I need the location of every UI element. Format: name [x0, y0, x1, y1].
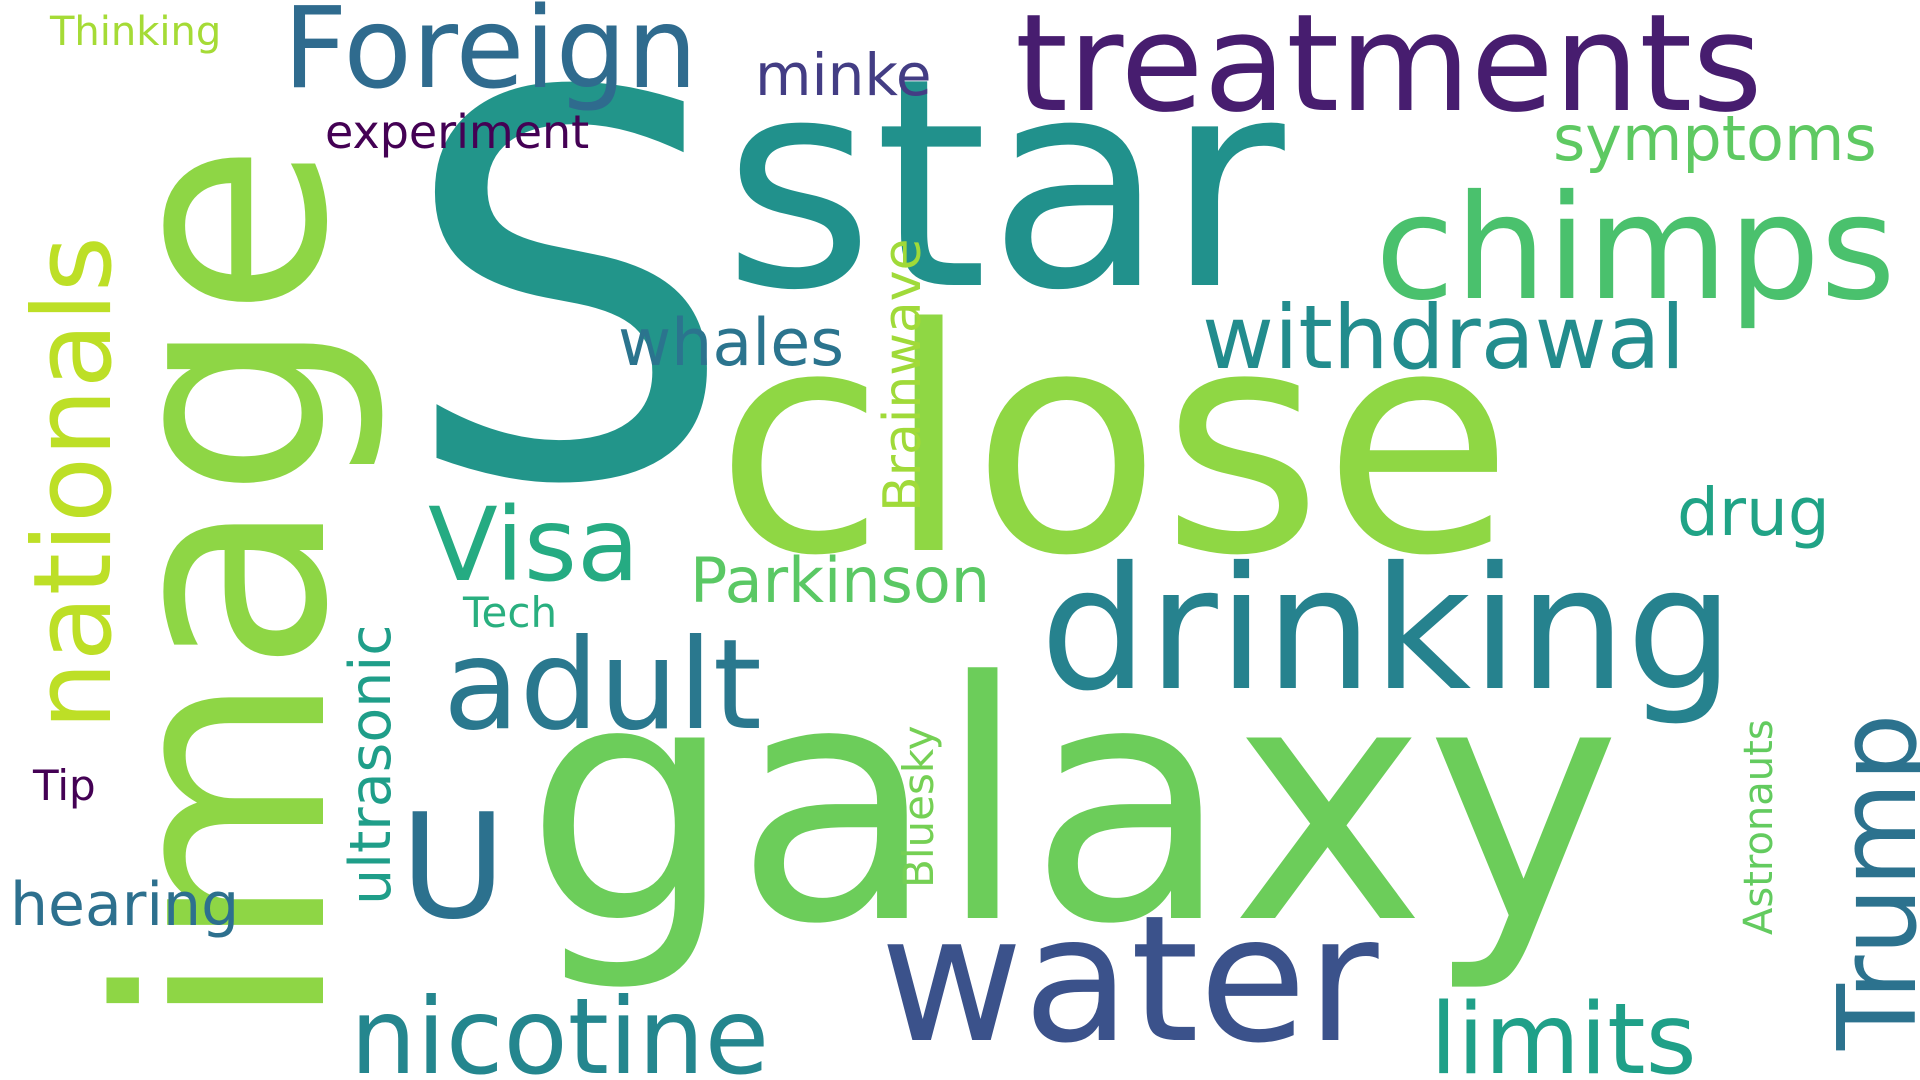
- word-chimps: chimps: [1375, 164, 1896, 333]
- word-drug: drug: [1677, 474, 1830, 551]
- word-Foreign: Foreign: [283, 0, 698, 114]
- word-Brainwave: Brainwave: [873, 239, 933, 512]
- word-adult: adult: [443, 613, 762, 758]
- word-drinking: drinking: [1040, 531, 1734, 729]
- word-Parkinson: Parkinson: [690, 544, 990, 617]
- word-nicotine: nicotine: [350, 976, 769, 1080]
- word-Astronauts: Astronauts: [1736, 719, 1782, 935]
- word-withdrawal: withdrawal: [1202, 286, 1685, 389]
- word-whales: whales: [618, 306, 844, 381]
- word-Thinking: Thinking: [49, 9, 221, 55]
- word-Trump: Trump: [1816, 713, 1920, 1051]
- word-treatments: treatments: [1015, 0, 1763, 142]
- word-Visa: Visa: [428, 486, 640, 605]
- word-experiment: experiment: [325, 105, 589, 159]
- word-galaxy: galaxy: [525, 612, 1621, 996]
- word-close: close: [715, 263, 1513, 624]
- word-nationals: nationals: [11, 236, 136, 730]
- word-Bluesky: Bluesky: [894, 725, 943, 888]
- word-minke: minke: [755, 41, 932, 109]
- word-S: S: [400, 0, 736, 600]
- word-limits: limits: [1430, 983, 1697, 1080]
- word-star: star: [723, 17, 1288, 354]
- word-Tech: Tech: [462, 588, 557, 637]
- word-Tip: Tip: [32, 761, 96, 810]
- word-symptoms: symptoms: [1553, 102, 1877, 175]
- word-water: water: [880, 879, 1379, 1080]
- word-U: U: [400, 783, 506, 952]
- word-hearing: hearing: [10, 870, 239, 940]
- word-image: image: [59, 142, 391, 1030]
- word-ultrasonic: ultrasonic: [338, 624, 404, 905]
